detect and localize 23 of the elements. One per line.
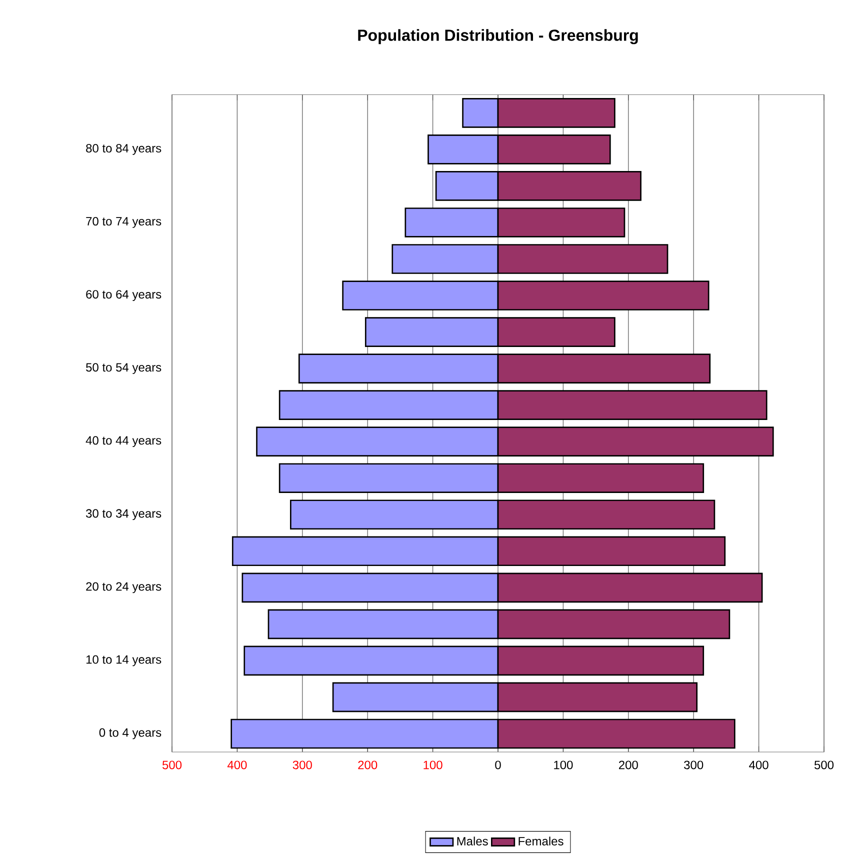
x-tick-label: 500 — [814, 760, 834, 770]
y-tick-label: 70 to 74 years — [86, 217, 162, 228]
x-tick-label: 300 — [684, 760, 704, 770]
x-tick-label: 200 — [618, 760, 638, 770]
x-tick-label: 300 — [292, 760, 312, 770]
legend-label: Males — [457, 836, 488, 846]
legend-label: Females — [518, 836, 564, 846]
y-tick-label: 10 to 14 years — [86, 655, 162, 666]
y-tick-label: 40 to 44 years — [86, 436, 162, 448]
x-tick-label: 200 — [358, 760, 378, 770]
y-tick-label: 60 to 64 years — [86, 290, 162, 301]
y-tick-label: 0 to 4 years — [99, 728, 162, 740]
x-tick-label: 400 — [749, 760, 768, 770]
x-tick-label: 0 — [495, 760, 501, 770]
x-tick-label: 400 — [227, 760, 247, 770]
x-tick-label: 100 — [424, 760, 442, 770]
chart-title: Population Distribution - Greensburg — [358, 29, 638, 44]
y-tick-label: 50 to 54 years — [86, 363, 162, 374]
y-tick-label: 20 to 24 years — [86, 582, 162, 594]
y-tick-label: 80 to 84 years — [86, 144, 162, 155]
x-tick-label: 100 — [554, 760, 573, 770]
x-tick-label: 500 — [162, 760, 182, 770]
y-tick-label: 30 to 34 years — [86, 509, 162, 520]
